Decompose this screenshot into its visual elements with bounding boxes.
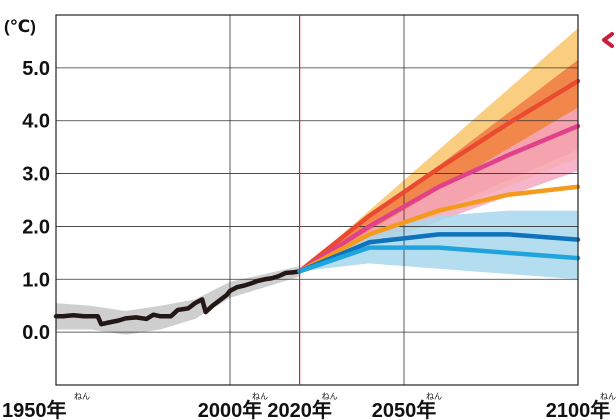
series-line-5 (297, 232, 581, 274)
historical-band (56, 266, 300, 335)
tick-label-layer: 0.01.02.03.04.05.01950年ねん2000年ねん2020年ねん2… (2, 58, 616, 420)
y-tick-label: 5.0 (22, 58, 50, 80)
series-line-6 (297, 245, 581, 274)
uncertainty-band-3 (299, 107, 578, 272)
x-tick-label: 2000年 (198, 398, 263, 420)
series-line-2 (297, 78, 581, 274)
x-tick-ruby: ねん (322, 392, 338, 401)
y-tick-label: 4.0 (22, 111, 50, 133)
series-line-1 (53, 269, 302, 327)
uncertainty-band-1 (299, 28, 578, 272)
y-tick-label: 1.0 (22, 269, 50, 291)
corner-mark (602, 32, 614, 48)
uncertainty-band-4 (299, 210, 578, 280)
y-tick-label: 2.0 (22, 216, 50, 238)
y-tick-label: 0.0 (22, 322, 50, 344)
x-tick-label: 1950年 (2, 398, 67, 420)
series-line-3 (297, 123, 581, 274)
x-tick-label: 2020年 (267, 398, 332, 420)
x-tick-ruby: ねん (74, 392, 90, 401)
x-tick-ruby: ねん (600, 392, 616, 401)
x-tick-label: 2100年 (546, 398, 611, 420)
line-layer (53, 78, 581, 327)
grid-layer (56, 15, 578, 385)
plot-frame (55, 14, 579, 386)
x-tick-ruby: ねん (426, 392, 442, 401)
axis-layer (55, 14, 579, 386)
x-tick-label: 2050年 (372, 398, 437, 420)
y-axis-unit: (℃) (4, 17, 36, 36)
y-tick-label: 3.0 (22, 164, 50, 186)
x-tick-ruby: ねん (252, 392, 268, 401)
band-layer (56, 28, 578, 335)
series-line-4 (297, 184, 581, 274)
